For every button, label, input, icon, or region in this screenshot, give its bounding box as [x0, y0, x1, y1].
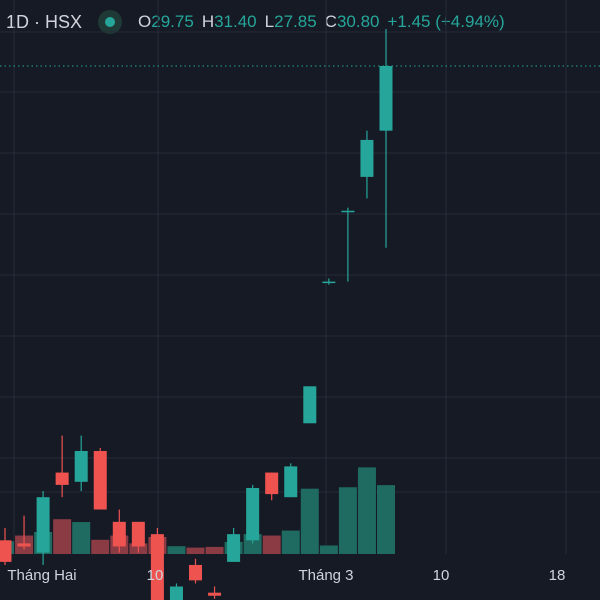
candle	[169, 583, 183, 600]
candle-body	[150, 534, 164, 600]
volume-bar	[281, 530, 300, 554]
candle-body	[246, 487, 260, 541]
candle	[227, 528, 241, 562]
candle-body	[303, 386, 317, 424]
volume-bar	[300, 488, 319, 554]
candle-body	[379, 66, 393, 131]
low-label: L	[264, 12, 275, 31]
close-value: 30.80	[336, 12, 380, 31]
candle-body	[189, 564, 202, 581]
x-tick-label: 18	[549, 567, 566, 584]
candle	[189, 558, 202, 584]
market-status-icon	[98, 10, 123, 34]
candle	[341, 207, 355, 282]
volume-bar	[167, 546, 186, 554]
candle	[17, 515, 31, 550]
x-tick-label: Tháng 3	[298, 567, 353, 584]
candle-body	[265, 472, 279, 495]
candle-body	[17, 543, 31, 547]
volume-bar	[53, 519, 72, 554]
high-value: 31.40	[214, 12, 257, 31]
volume-bar	[338, 487, 357, 554]
candle-body	[322, 281, 336, 284]
candle	[303, 386, 317, 424]
candle-body	[36, 497, 50, 553]
x-tick-label: 10	[433, 567, 450, 584]
symbol-label[interactable]: 1D · HSX	[6, 11, 83, 32]
x-tick-label: Tháng Hai	[7, 567, 76, 584]
volume-bar	[205, 546, 224, 554]
candle-body	[284, 466, 298, 498]
volume-bar	[262, 535, 281, 554]
candle-body	[74, 451, 88, 482]
candle	[265, 472, 279, 501]
volume-bar	[91, 539, 110, 554]
open-value: 29.75	[151, 12, 194, 31]
candle-body	[208, 592, 222, 596]
volume-bar	[377, 485, 395, 554]
candle	[150, 528, 164, 600]
candle-body	[0, 540, 12, 562]
candle	[74, 435, 88, 492]
candle-body	[341, 210, 355, 213]
volume-bar	[319, 545, 338, 554]
candle	[36, 491, 50, 565]
candle	[55, 435, 69, 498]
volume-bar	[72, 522, 91, 554]
candle	[112, 509, 126, 553]
candle	[379, 29, 393, 248]
candles	[0, 29, 393, 600]
candle	[0, 528, 12, 565]
volume-bar	[186, 547, 205, 554]
candle-body	[131, 521, 145, 547]
volume-bar	[357, 467, 376, 554]
high-label: H	[201, 12, 215, 31]
candle	[360, 130, 374, 199]
legend: 1D · HSX O 29.75 H 31.40 L 27.85 C 30.80…	[6, 8, 505, 36]
candle	[322, 278, 336, 285]
open-label: O	[138, 12, 152, 31]
x-tick-label: 10	[147, 567, 164, 584]
x-axis: Tháng Hai 10 Tháng 3 10 18	[7, 567, 565, 584]
close-label: C	[324, 12, 337, 31]
candle	[284, 463, 298, 498]
candle-body	[112, 521, 126, 547]
candle-body	[55, 472, 69, 485]
candle	[131, 521, 145, 553]
candle-body	[227, 534, 241, 562]
candle	[208, 586, 222, 599]
candle-body	[360, 139, 374, 177]
candle-body	[169, 586, 183, 600]
candle	[93, 447, 107, 510]
grid	[0, 0, 600, 554]
candle	[246, 484, 260, 544]
candle-body	[93, 451, 107, 510]
low-value: 27.85	[274, 12, 317, 31]
